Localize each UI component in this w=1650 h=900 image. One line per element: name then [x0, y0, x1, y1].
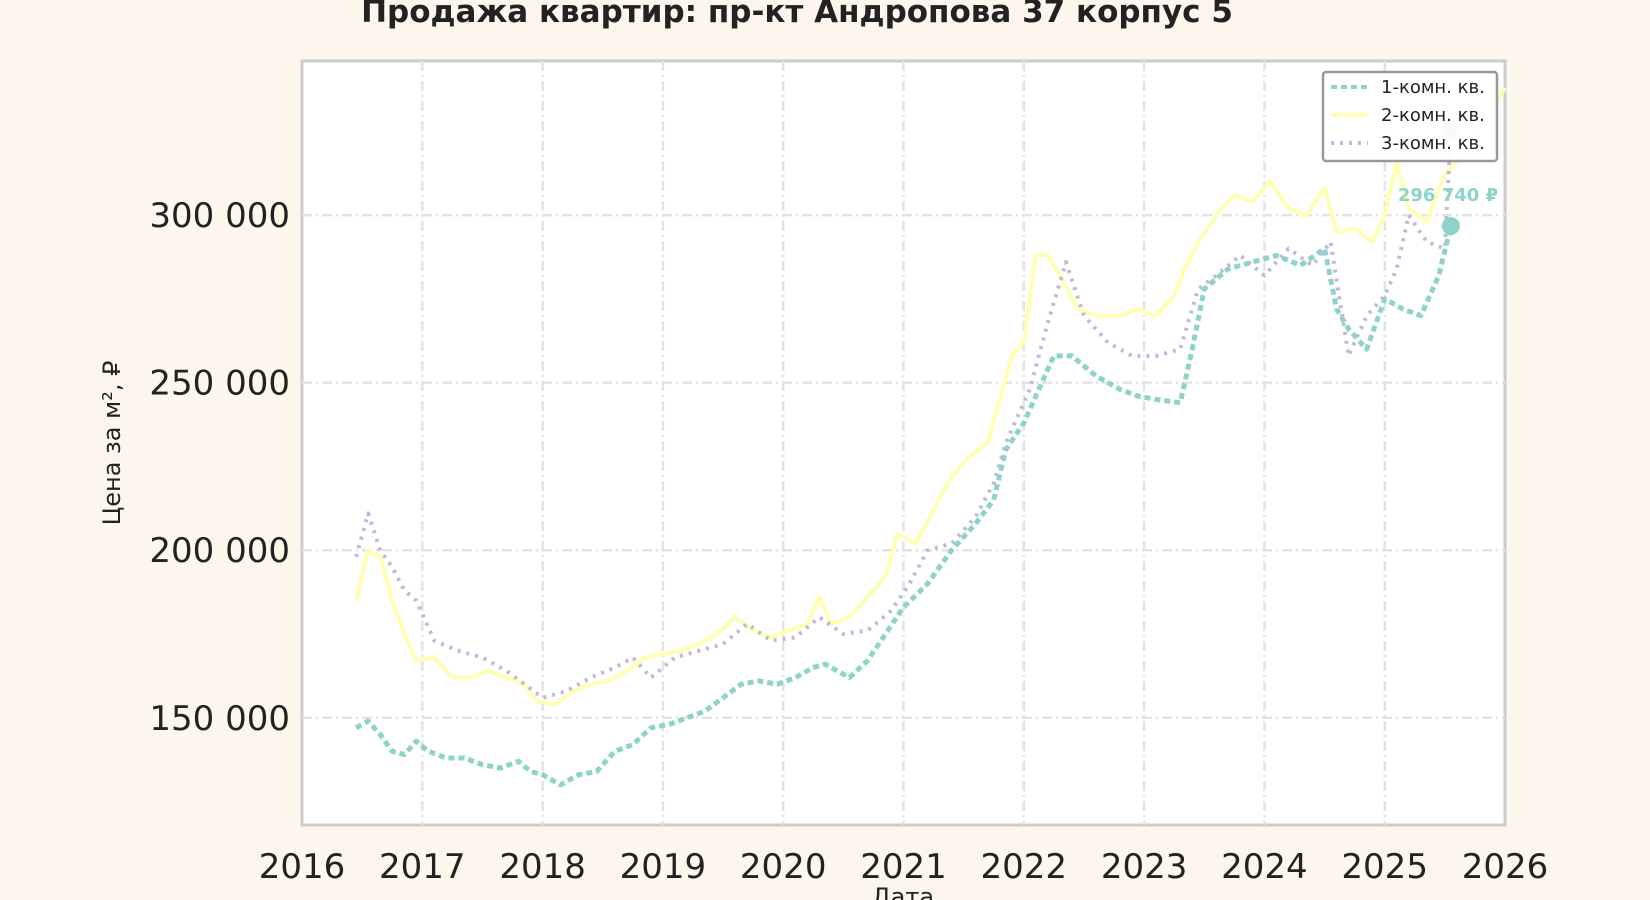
- y-axis-label: Цена за м², ₽: [98, 361, 126, 526]
- x-tick-label: 2018: [499, 847, 586, 887]
- series-line-3: [354, 127, 1453, 700]
- series-layer: 296 740 ₽: [354, 86, 1507, 788]
- x-tick-label: 2025: [1341, 847, 1428, 887]
- x-tick-label: 2022: [981, 847, 1068, 887]
- y-tick-label: 200 000: [149, 531, 290, 571]
- tick-labels: 2016 2017 2018 2019 2020 2021 2022 2023 2024 2025…: [149, 196, 1548, 887]
- x-tick-label: 2016: [259, 847, 346, 887]
- series-endpoint-marker: [1441, 217, 1460, 236]
- grid: [302, 61, 1505, 825]
- x-tick-label: 2020: [740, 847, 827, 887]
- chart-title: Продажа квартир: пр-кт Андропова 37 корп…: [361, 0, 1233, 30]
- series-line-2: [354, 86, 1507, 707]
- legend-label: 2-комн. кв.: [1381, 105, 1485, 126]
- y-tick-label: 150 000: [149, 699, 290, 739]
- legend-label: 1-комн. кв.: [1381, 77, 1485, 98]
- legend-label: 3-комн. кв.: [1381, 133, 1485, 154]
- x-axis-label: Дата: [872, 883, 934, 900]
- x-tick-label: 2024: [1221, 847, 1308, 887]
- x-tick-label: 2019: [620, 847, 707, 887]
- legend: 1-комн. кв. 2-комн. кв. 3-комн. кв.: [1321, 70, 1499, 163]
- series-line-1: [354, 225, 1454, 788]
- x-tick-label: 2021: [860, 847, 947, 887]
- x-tick-label: 2023: [1101, 847, 1188, 887]
- x-tick-label: 2026: [1462, 847, 1549, 887]
- last-value-label: 296 740 ₽: [1398, 185, 1498, 206]
- y-tick-label: 300 000: [149, 196, 290, 236]
- y-tick-label: 250 000: [149, 364, 290, 404]
- x-tick-label: 2017: [379, 847, 466, 887]
- legend-box: [1321, 70, 1499, 163]
